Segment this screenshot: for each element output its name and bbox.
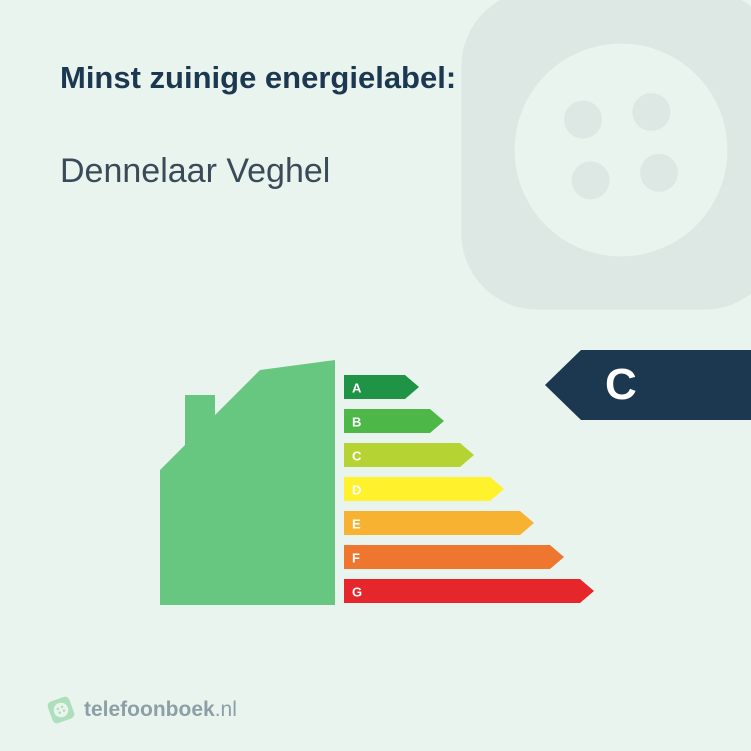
rating-letter: C <box>605 360 637 410</box>
bar-arrow-shape <box>344 579 594 603</box>
energy-bar-g: G <box>344 575 624 608</box>
brand-text: telefoonboek.nl <box>84 698 237 722</box>
energy-bar-d: D <box>344 473 624 506</box>
page-title: Minst zuinige energielabel: <box>60 60 691 96</box>
bar-arrow-shape <box>344 477 504 501</box>
bar-arrow-shape <box>344 545 564 569</box>
brand-icon <box>44 693 77 726</box>
energy-bar-f: F <box>344 541 624 574</box>
house-icon <box>140 360 335 605</box>
rating-indicator: C <box>545 350 751 420</box>
energy-bar-e: E <box>344 507 624 540</box>
bar-label: B <box>352 414 361 429</box>
brand-bold: telefoonboek <box>84 698 215 721</box>
indicator-arrow-shape <box>545 350 751 420</box>
location-name: Dennelaar Veghel <box>60 152 691 191</box>
energy-bar-c: C <box>344 439 624 472</box>
bar-label: C <box>352 448 361 463</box>
bar-arrow-shape <box>344 511 534 535</box>
bar-label: D <box>352 482 361 497</box>
bar-label: F <box>352 550 360 565</box>
brand-light: .nl <box>215 698 237 721</box>
bar-arrow-shape <box>344 443 474 467</box>
bar-label: E <box>352 516 361 531</box>
bar-label: A <box>352 380 361 395</box>
footer-brand: telefoonboek.nl <box>48 697 237 723</box>
bar-label: G <box>352 584 362 599</box>
card-container: Minst zuinige energielabel: Dennelaar Ve… <box>0 0 751 751</box>
